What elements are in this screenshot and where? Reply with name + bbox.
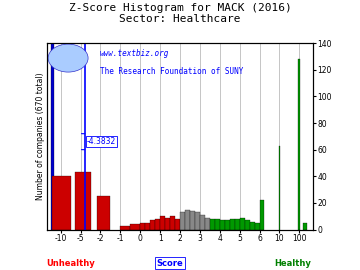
Bar <box>53 176 71 230</box>
Bar <box>260 200 265 230</box>
Bar <box>180 212 185 230</box>
Bar <box>244 220 249 230</box>
Bar <box>120 225 130 230</box>
Bar <box>220 220 225 230</box>
Bar <box>130 224 140 230</box>
Bar <box>190 211 195 230</box>
Text: -4.3832: -4.3832 <box>87 137 116 146</box>
Text: Score: Score <box>157 259 184 268</box>
Bar <box>160 216 165 230</box>
Bar <box>210 219 215 230</box>
Bar <box>298 59 300 230</box>
Bar <box>185 210 190 230</box>
Bar <box>75 172 90 229</box>
Text: www.textbiz.org: www.textbiz.org <box>100 49 170 58</box>
Circle shape <box>48 44 88 72</box>
Bar <box>200 215 205 230</box>
Bar <box>255 223 260 230</box>
Bar <box>215 219 220 230</box>
Text: The Research Foundation of SUNY: The Research Foundation of SUNY <box>100 68 243 76</box>
Bar <box>155 219 160 230</box>
Text: Z-Score Histogram for MACK (2016)
Sector: Healthcare: Z-Score Histogram for MACK (2016) Sector… <box>69 3 291 24</box>
Bar <box>230 219 235 230</box>
Bar <box>170 216 175 230</box>
Bar <box>175 219 180 230</box>
Bar <box>165 218 170 230</box>
Bar <box>195 212 200 230</box>
Bar <box>225 220 230 230</box>
Text: Healthy: Healthy <box>274 259 311 268</box>
Bar <box>145 223 150 230</box>
Bar <box>150 220 155 230</box>
Bar <box>140 223 145 230</box>
Bar <box>303 223 307 230</box>
Bar <box>249 221 255 229</box>
Bar <box>205 218 210 230</box>
Y-axis label: Number of companies (670 total): Number of companies (670 total) <box>36 73 45 200</box>
Text: Unhealthy: Unhealthy <box>46 259 95 268</box>
Bar <box>97 196 111 230</box>
Bar <box>51 43 54 230</box>
Bar <box>240 218 244 230</box>
Bar <box>235 219 240 230</box>
